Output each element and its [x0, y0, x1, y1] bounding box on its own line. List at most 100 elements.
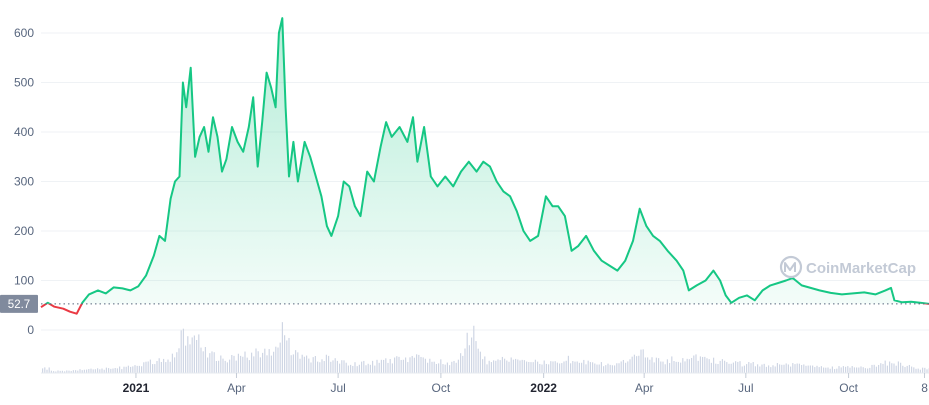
volume-bar	[717, 364, 718, 373]
volume-bar	[447, 363, 448, 373]
volume-bar	[810, 366, 811, 373]
volume-bar	[502, 357, 503, 373]
volume-bar	[693, 355, 694, 373]
volume-bar	[471, 338, 472, 373]
volume-bar	[863, 367, 864, 373]
volume-bar	[898, 361, 899, 373]
volume-bar	[590, 362, 591, 373]
volume-bar	[799, 364, 800, 373]
volume-bar	[669, 363, 670, 373]
volume-bar	[689, 359, 690, 373]
volume-bar	[365, 365, 366, 373]
volume-bar	[896, 366, 897, 373]
volume-bar	[324, 361, 325, 373]
volume-bar	[106, 368, 107, 373]
volume-bar	[297, 352, 298, 373]
volume-bar	[814, 367, 815, 373]
volume-bar	[924, 368, 925, 373]
volume-bar	[671, 356, 672, 373]
volume-bar	[222, 359, 223, 373]
volume-bar	[627, 361, 628, 373]
volume-bar	[577, 361, 578, 373]
watermark-text: CoinMarketCap	[806, 260, 916, 277]
volume-bar	[299, 359, 300, 373]
volume-bar	[110, 369, 111, 373]
volume-bar	[530, 362, 531, 373]
volume-bar	[805, 366, 806, 373]
volume-bar	[458, 360, 459, 373]
volume-bar	[192, 337, 193, 373]
volume-bar	[911, 367, 912, 373]
volume-bar	[495, 361, 496, 373]
volume-bar	[185, 346, 186, 373]
volume-bar	[372, 361, 373, 373]
volume-bar	[594, 364, 595, 373]
x-tick-label: Oct	[839, 381, 858, 395]
volume-bar	[891, 363, 892, 373]
volume-bar	[207, 358, 208, 373]
volume-bar	[431, 362, 432, 373]
volume-bar	[682, 358, 683, 373]
x-tick-label: Apr	[635, 381, 654, 395]
volume-bar	[368, 364, 369, 373]
y-tick-label: 600	[14, 26, 34, 40]
volume-bar	[271, 356, 272, 373]
volume-bar	[99, 369, 100, 373]
volume-bar	[159, 358, 160, 373]
volume-bar	[370, 365, 371, 373]
volume-bar	[214, 352, 215, 373]
volume-bar	[539, 364, 540, 373]
volume-bar	[821, 366, 822, 373]
volume-bar	[662, 362, 663, 373]
volume-bar	[121, 369, 122, 373]
volume-bar	[374, 366, 375, 373]
volume-bar	[869, 368, 870, 373]
volume-bar	[425, 359, 426, 373]
volume-bar	[137, 366, 138, 373]
volume-bar	[541, 365, 542, 373]
volume-bar	[115, 368, 116, 373]
volume-bar	[885, 361, 886, 373]
volume-bar	[405, 358, 406, 373]
volume-bar	[394, 358, 395, 373]
volume-bar	[713, 358, 714, 373]
volume-bar	[878, 365, 879, 373]
volume-bar	[440, 359, 441, 373]
y-tick-label: 300	[14, 175, 34, 189]
volume-bar	[273, 352, 274, 373]
volume-bar	[856, 367, 857, 373]
volume-bar	[522, 360, 523, 373]
volume-bar	[88, 369, 89, 373]
volume-bar	[163, 359, 164, 373]
volume-bar	[101, 368, 102, 373]
volume-bar	[123, 367, 124, 373]
volume-bar	[889, 362, 890, 373]
volume-bar	[533, 362, 534, 373]
volume-bar	[649, 360, 650, 373]
volume-bar	[746, 364, 747, 373]
volume-bar	[819, 367, 820, 373]
volume-bar	[629, 359, 630, 373]
volume-bar	[750, 363, 751, 373]
x-tick-label: 2021	[123, 381, 150, 395]
volume-bar	[233, 356, 234, 373]
volume-bar	[572, 361, 573, 373]
volume-bar	[200, 348, 201, 373]
volume-bar	[97, 368, 98, 373]
volume-bar	[240, 356, 241, 373]
volume-bar	[667, 359, 668, 373]
volume-bar	[625, 363, 626, 373]
volume-bar	[876, 367, 877, 373]
volume-bar	[922, 368, 923, 373]
volume-bar	[757, 364, 758, 373]
volume-bar	[816, 366, 817, 373]
x-tick-label: 8	[921, 381, 928, 395]
volume-bar	[737, 362, 738, 373]
volume-bar	[797, 364, 798, 373]
volume-bar	[651, 357, 652, 373]
volume-bar	[709, 359, 710, 373]
last-price-label: 52.7	[8, 299, 30, 311]
volume-bar	[44, 367, 45, 373]
volume-bar	[687, 359, 688, 373]
